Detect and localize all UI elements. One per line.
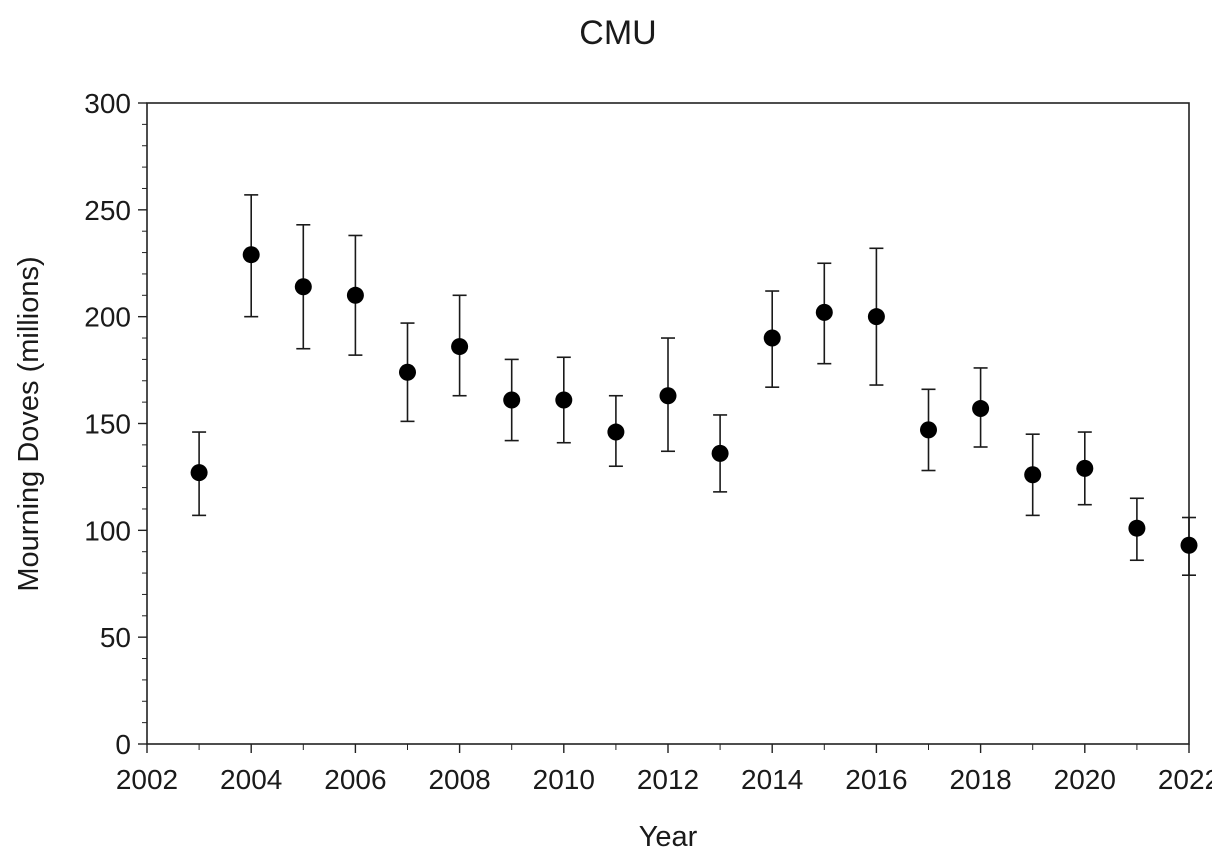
data-point [242, 246, 260, 264]
data-point-group [1024, 433, 1042, 517]
data-point [1128, 519, 1146, 537]
data-point-group [451, 294, 469, 397]
data-point [1076, 459, 1094, 477]
y-tick-label: 50 [100, 622, 131, 653]
data-point-group [867, 247, 885, 386]
data-point-group [607, 394, 625, 468]
x-tick-label: 2018 [949, 764, 1011, 795]
data-point-group [294, 223, 312, 350]
x-tick-label: 2012 [637, 764, 699, 795]
x-axis: 2002 2004 2006 2008 2010 2012 2014 2016 2018 2020… [116, 744, 1212, 795]
data-point-group [1076, 431, 1094, 506]
x-tick-label: 2010 [533, 764, 595, 795]
data-point [659, 387, 677, 405]
data-point-group [346, 234, 364, 356]
y-tick-label: 150 [84, 409, 131, 440]
data-point-group [1180, 516, 1198, 577]
data-point-group [399, 322, 416, 423]
data-point-group [920, 388, 937, 472]
data-series [190, 194, 1198, 577]
data-point [346, 286, 364, 304]
data-point [1180, 536, 1198, 554]
data-point [399, 363, 416, 381]
data-point-group [972, 367, 990, 448]
chart-title: CMU [579, 14, 656, 52]
data-point-group [555, 356, 573, 444]
x-tick-label: 2022 [1158, 764, 1212, 795]
data-point [294, 278, 312, 296]
data-point-group [763, 290, 781, 388]
data-point [763, 329, 781, 347]
y-axis: 0 50 100 150 200 250 300 [84, 88, 147, 760]
x-axis-title: Year [639, 821, 698, 853]
x-tick-label: 2008 [428, 764, 490, 795]
data-point [503, 391, 521, 409]
y-axis-title: Mourning Doves (millions) [13, 256, 45, 591]
x-tick-label: 2016 [845, 764, 907, 795]
data-point [555, 391, 573, 409]
x-tick-label: 2020 [1054, 764, 1116, 795]
data-point [607, 423, 625, 441]
data-point [815, 303, 833, 321]
y-tick-label: 0 [115, 729, 131, 760]
data-point [451, 338, 469, 356]
data-point-group [503, 358, 521, 442]
x-tick-label: 2002 [116, 764, 178, 795]
x-tick-label: 2014 [741, 764, 803, 795]
data-point [920, 421, 937, 439]
data-point-group [242, 194, 260, 318]
y-tick-label: 300 [84, 88, 131, 119]
data-point [1024, 466, 1042, 484]
data-point [190, 464, 208, 482]
y-tick-label: 250 [84, 195, 131, 226]
data-point [711, 444, 729, 462]
data-point [972, 400, 990, 418]
x-tick-label: 2004 [220, 764, 282, 795]
data-point [867, 308, 885, 326]
data-point-group [815, 262, 833, 365]
data-point-group [1128, 497, 1146, 562]
x-tick-label: 2006 [324, 764, 386, 795]
data-point-group [711, 414, 729, 493]
data-point-group [659, 337, 677, 453]
data-point-group [190, 431, 208, 517]
y-tick-label: 100 [84, 515, 131, 546]
y-tick-label: 200 [84, 302, 131, 333]
